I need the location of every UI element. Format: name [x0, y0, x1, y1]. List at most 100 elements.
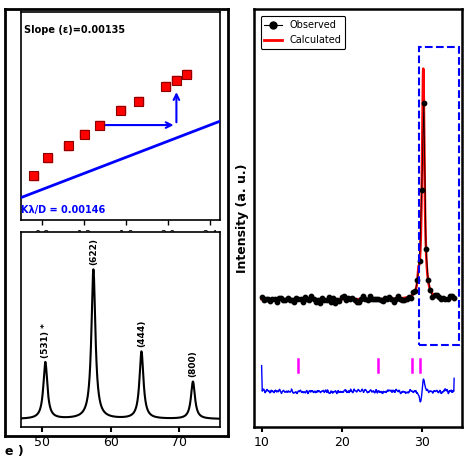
Point: [383, 295, 391, 303]
Text: (800): (800): [189, 350, 198, 377]
Point: [275, 294, 283, 301]
Point: [346, 296, 354, 303]
Point: [81, 130, 88, 138]
Point: [290, 298, 298, 305]
Point: [162, 82, 170, 90]
Point: [409, 288, 417, 296]
Point: [295, 295, 302, 303]
Point: [338, 293, 346, 301]
Point: [344, 294, 352, 301]
Point: [262, 295, 270, 303]
Point: [446, 293, 454, 301]
Point: [331, 299, 339, 306]
Point: [373, 295, 380, 302]
Point: [173, 77, 180, 84]
Point: [379, 298, 386, 305]
Point: [439, 295, 447, 302]
Point: [44, 154, 51, 162]
Text: Kλ/D = 0.00146: Kλ/D = 0.00146: [21, 205, 106, 215]
Point: [280, 297, 287, 304]
Point: [183, 71, 191, 78]
Point: [264, 295, 272, 302]
Point: [303, 295, 311, 303]
Text: (622): (622): [89, 238, 98, 265]
Point: [353, 298, 361, 306]
Point: [388, 296, 395, 303]
Point: [450, 294, 458, 301]
Point: [431, 291, 438, 298]
Text: Slope (ε)=0.00135: Slope (ε)=0.00135: [25, 25, 126, 35]
Point: [310, 295, 317, 303]
Point: [286, 296, 293, 303]
Point: [399, 296, 406, 303]
Point: [30, 172, 38, 180]
Point: [320, 296, 328, 304]
Point: [392, 295, 400, 302]
Point: [316, 299, 324, 307]
Point: [117, 106, 125, 114]
Legend: Observed, Calculated: Observed, Calculated: [261, 17, 346, 49]
Point: [292, 294, 300, 302]
Point: [448, 292, 456, 300]
Point: [381, 294, 389, 302]
Point: [435, 293, 443, 301]
Point: [323, 297, 330, 304]
Point: [403, 295, 410, 303]
Point: [405, 293, 412, 301]
Point: [334, 297, 341, 304]
Point: [96, 121, 104, 129]
Point: [81, 130, 88, 138]
Point: [299, 298, 307, 306]
Point: [308, 292, 315, 300]
Point: [340, 292, 347, 300]
Point: [351, 297, 358, 304]
Point: [420, 99, 428, 107]
Point: [416, 257, 423, 265]
Point: [319, 294, 326, 301]
Point: [362, 295, 369, 302]
Point: [269, 295, 276, 303]
Point: [411, 288, 419, 295]
Point: [396, 295, 404, 303]
Point: [284, 295, 292, 302]
Point: [273, 298, 281, 306]
Point: [117, 106, 125, 114]
Point: [390, 298, 397, 306]
Point: [314, 296, 322, 304]
Point: [173, 77, 180, 84]
Point: [385, 293, 393, 301]
Point: [377, 296, 384, 303]
Point: [183, 71, 191, 78]
Point: [428, 293, 436, 301]
Point: [260, 296, 267, 304]
Point: [433, 292, 441, 299]
Point: [359, 292, 367, 299]
Point: [418, 186, 426, 193]
Point: [266, 297, 274, 304]
Point: [438, 295, 445, 303]
Point: [96, 121, 104, 129]
Point: [44, 154, 51, 162]
Point: [336, 297, 343, 305]
Text: (444): (444): [137, 320, 146, 347]
Point: [325, 294, 332, 301]
Point: [355, 298, 363, 306]
Point: [407, 294, 415, 302]
Point: [327, 298, 335, 306]
Text: (531) *: (531) *: [41, 323, 50, 358]
Point: [442, 295, 449, 303]
Point: [413, 276, 421, 284]
Point: [349, 294, 356, 302]
Point: [282, 296, 289, 303]
Point: [424, 276, 432, 283]
Point: [427, 287, 434, 294]
Point: [422, 246, 430, 253]
Point: [288, 296, 296, 303]
X-axis label: 4 Sinθ: 4 Sinθ: [101, 242, 140, 252]
Point: [368, 295, 376, 302]
Point: [162, 82, 170, 90]
Point: [301, 293, 309, 301]
Point: [64, 142, 72, 150]
Point: [357, 295, 365, 302]
Point: [30, 172, 38, 180]
